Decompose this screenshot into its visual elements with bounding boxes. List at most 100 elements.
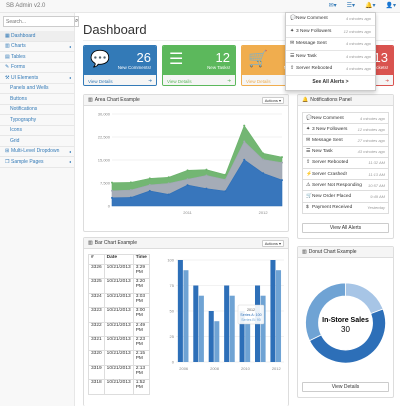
chevron-left-icon: ◂ <box>68 159 71 165</box>
sidebar-item-label: Forms <box>11 64 26 71</box>
sidebar-item-label: Notifications <box>10 106 38 113</box>
bar <box>193 285 199 362</box>
sidebar-item-forms[interactable]: ✎ Forms <box>0 63 74 73</box>
view-all-alerts-button[interactable]: View All Alerts <box>302 223 389 233</box>
notification-time: 11:32 AM <box>368 160 385 166</box>
stat-value: 26 <box>136 50 151 65</box>
data-point <box>224 178 227 181</box>
x-tick-label: 2010 <box>241 366 251 371</box>
table-cell: 10/21/2013 <box>103 292 134 309</box>
data-point <box>281 156 283 159</box>
data-point <box>129 181 132 184</box>
comment-icon: 💬 <box>306 115 312 121</box>
bar-chart-icon: ▥ <box>302 249 307 255</box>
sidebar-item-notifications[interactable]: Notifications <box>0 105 74 115</box>
stat-panel: ☰ 12 New Tasks! View Details ➜ <box>162 45 236 86</box>
data-point <box>167 193 170 196</box>
notification-item[interactable]: $ Payment Received Yesterday <box>302 201 389 214</box>
search-button[interactable]: ⌕ <box>75 16 80 27</box>
sidebar-item-buttons[interactable]: Buttons <box>0 94 74 105</box>
donut-view-details-button[interactable]: View Details <box>302 382 389 392</box>
user-icon[interactable]: 👤▾ <box>385 3 396 9</box>
tooltip-line: Series A: 100 <box>240 313 261 317</box>
bar <box>229 295 235 362</box>
sidebar-item-tables[interactable]: ▤ Tables <box>0 52 74 63</box>
data-point <box>224 190 227 193</box>
sidebar-item-grid[interactable]: Grid <box>0 136 74 147</box>
notification-label: Server Crashed! <box>312 171 347 177</box>
table-cell: 10/21/2013 <box>103 350 134 366</box>
sidebar-item-typography[interactable]: Typography <box>0 115 74 126</box>
sidebar-item-sample-pages[interactable]: ❐ Sample Pages ◂ <box>0 157 74 168</box>
bar <box>177 260 183 362</box>
alert-item[interactable]: ✉ Message Sent 4 minutes ago <box>286 38 375 51</box>
chevron-left-icon: ◂ <box>68 148 71 154</box>
stat-label: New Tasks! <box>207 65 230 70</box>
sidebar-item-ui-elements[interactable]: ⚒ UI Elements ◂ <box>0 73 74 84</box>
notification-label: New Task <box>312 149 333 155</box>
donut-chart-panel: ▥ Donut Chart Example In-Store Sales 30 V… <box>297 246 394 398</box>
area-chart-title: Area Chart Example <box>94 97 140 103</box>
envelope-icon: ✉ <box>290 41 295 47</box>
notification-time: Yesterday <box>367 205 385 211</box>
notification-label: New Comment <box>312 115 344 121</box>
area-chart: 0 7,500 15,000 22,500 30,000 2011 2012 <box>98 112 283 215</box>
sidebar-item-multi-level-dropdown[interactable]: ⊞ Multi-Level Dropdown ◂ <box>0 147 74 157</box>
upload-icon: ⇪ <box>290 66 295 72</box>
sidebar-item-charts[interactable]: ▥ Charts ◂ <box>0 42 74 52</box>
notifications-list: 💬 New Comment 4 minutes ago ✦ 3 New Follower… <box>298 106 393 214</box>
envelope-icon[interactable]: ✉▾ <box>328 3 337 9</box>
notifications-panel: 🔔 Notifications Panel 💬 New Comment 4 minu… <box>297 94 394 239</box>
bar <box>260 295 266 362</box>
sidebar-item-panels-and-wells[interactable]: Panels and Wells <box>0 84 74 94</box>
data-point <box>224 173 227 176</box>
data-point <box>167 182 170 185</box>
alert-item[interactable]: ✦ 3 New Followers 12 minutes ago <box>286 26 375 38</box>
alert-time: 4 minutes ago <box>345 53 371 59</box>
data-point <box>129 196 132 199</box>
stat-view-details-link[interactable]: View Details➜ <box>163 75 235 85</box>
alert-time: 4 minutes ago <box>345 66 371 72</box>
area-chart-actions-button[interactable]: Actions ▾ <box>261 96 284 104</box>
sidebar-item-icons[interactable]: Icons <box>0 126 74 136</box>
table-cell: 10/21/2013 <box>103 335 134 352</box>
see-all-alerts-link[interactable]: See All Alerts > <box>312 78 349 85</box>
stat-view-details-link[interactable]: View Details➜ <box>84 75 156 85</box>
stat-value: 13 <box>373 50 388 65</box>
alert-item[interactable]: 💬 New Comment 4 minutes ago <box>286 13 375 26</box>
alert-label: Server Rebooted <box>296 66 333 72</box>
y-tick-label: 15,000 <box>98 158 111 163</box>
table-cell: 2:49 PM <box>132 321 150 337</box>
bell-icon[interactable]: 🔔▾ <box>365 3 376 9</box>
notifications-panel-title: Notifications Panel <box>310 97 352 103</box>
brand[interactable]: SB Admin v2.0 <box>6 3 46 9</box>
alert-label: 3 New Followers <box>296 28 332 34</box>
y-tick-label: 7,500 <box>100 181 111 186</box>
sidebar-item-label: Buttons <box>10 95 27 102</box>
tasks-icon: ☰ <box>306 149 311 155</box>
table-row: 3322 10/21/2013 2:49 PM <box>88 321 150 337</box>
dashboard-icon: ▦ <box>5 32 10 39</box>
cart-icon: 🛒 <box>306 193 312 199</box>
bar-chart-actions-button[interactable]: Actions ▾ <box>261 239 284 247</box>
data-point <box>111 181 113 184</box>
bar-chart-icon: ▥ <box>5 43 10 50</box>
data-point <box>262 152 265 155</box>
bar <box>239 311 245 362</box>
tasks-icon: ☰ <box>290 53 295 59</box>
table-cell: 10/21/2013 <box>103 379 134 395</box>
chevron-left-icon: ◂ <box>68 75 71 81</box>
tasks-icon[interactable]: ☰▾ <box>346 3 356 9</box>
table-row: 3321 10/21/2013 2:23 PM <box>88 335 150 352</box>
notification-label: Server Rebooted <box>312 160 349 166</box>
search-input[interactable] <box>3 16 75 27</box>
sidebar-search: ⌕ <box>3 16 80 27</box>
alert-item[interactable]: ⇪ Server Rebooted 4 minutes ago <box>286 63 375 76</box>
y-tick-label: 30,000 <box>98 112 111 117</box>
sidebar-item-dashboard[interactable]: ▦ Dashboard <box>0 31 74 42</box>
alert-item[interactable]: ☰ New Task 4 minutes ago <box>286 51 375 63</box>
sidebar-item-label: Panels and Wells <box>10 85 49 92</box>
table-row: 3323 10/21/2013 3:00 PM <box>88 307 150 323</box>
bar-chart-icon: ▥ <box>88 97 93 103</box>
